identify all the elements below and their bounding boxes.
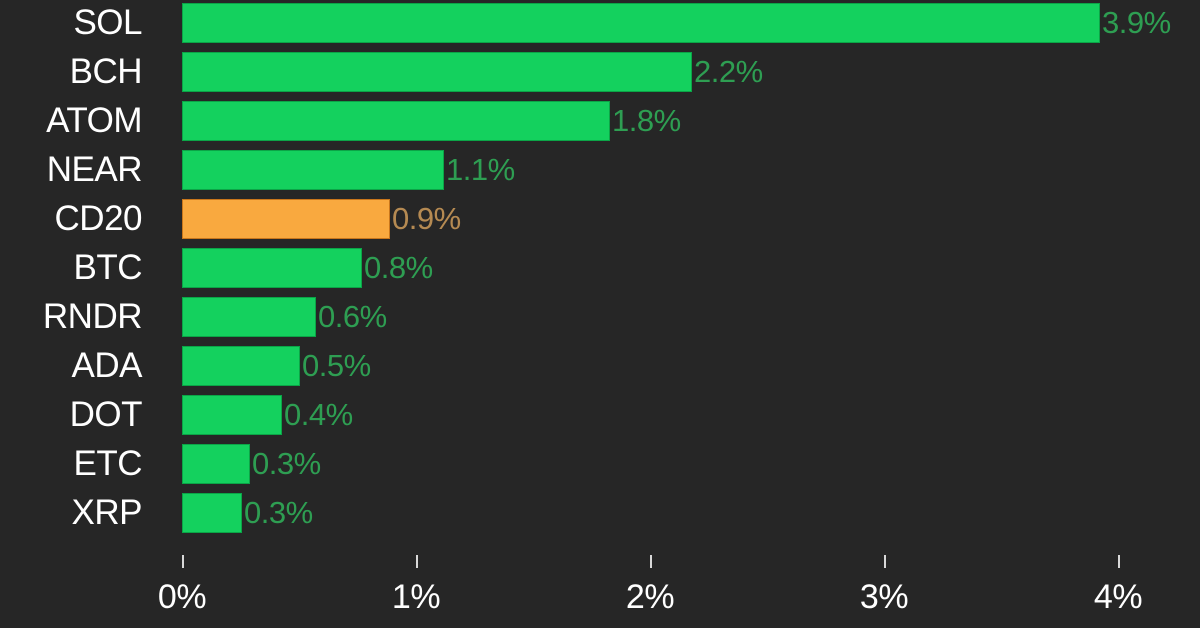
category-label-xrp: XRP bbox=[71, 493, 143, 532]
bar-group-cd20: 0.9% bbox=[182, 199, 461, 239]
category-label-bch: BCH bbox=[69, 52, 143, 91]
x-axis: 0% 1% 2% 3% 4% bbox=[0, 545, 1200, 628]
x-axis-tick-label: 0% bbox=[157, 578, 207, 616]
x-axis-tick-label: 1% bbox=[391, 578, 441, 616]
value-label-rndr: 0.6% bbox=[318, 299, 387, 334]
bar-row: ADA 0.5% bbox=[0, 346, 1200, 386]
x-axis-tick bbox=[884, 555, 886, 568]
category-label-rndr: RNDR bbox=[42, 297, 143, 336]
value-label-dot: 0.4% bbox=[284, 397, 353, 432]
bar-group-ada: 0.5% bbox=[182, 346, 371, 386]
category-label-sol: SOL bbox=[73, 3, 142, 42]
category-label-dot: DOT bbox=[69, 395, 143, 434]
value-label-etc: 0.3% bbox=[252, 446, 321, 481]
value-label-near: 1.1% bbox=[446, 152, 515, 187]
x-axis-tick bbox=[650, 555, 652, 568]
value-label-sol: 3.9% bbox=[1102, 5, 1171, 40]
value-label-cd20: 0.9% bbox=[392, 201, 461, 236]
bar-group-atom: 1.8% bbox=[182, 101, 681, 141]
bar-group-xrp: 0.3% bbox=[182, 493, 313, 533]
bar-atom[interactable] bbox=[182, 101, 610, 141]
bar-group-near: 1.1% bbox=[182, 150, 515, 190]
value-label-bch: 2.2% bbox=[694, 54, 763, 89]
bar-rndr[interactable] bbox=[182, 297, 316, 337]
x-axis-tick bbox=[182, 555, 184, 568]
category-label-atom: ATOM bbox=[46, 101, 142, 140]
bar-bch[interactable] bbox=[182, 52, 692, 92]
x-axis-tick bbox=[1118, 555, 1120, 568]
bar-row: BTC 0.8% bbox=[0, 248, 1200, 288]
x-axis-tick-label: 2% bbox=[625, 578, 675, 616]
category-label-ada: ADA bbox=[71, 346, 143, 385]
bar-xrp[interactable] bbox=[182, 493, 242, 533]
bar-group-rndr: 0.6% bbox=[182, 297, 387, 337]
bar-btc[interactable] bbox=[182, 248, 362, 288]
bar-row: DOT 0.4% bbox=[0, 395, 1200, 435]
category-label-btc: BTC bbox=[73, 248, 143, 287]
bar-group-bch: 2.2% bbox=[182, 52, 763, 92]
bar-row: ATOM 1.8% bbox=[0, 101, 1200, 141]
bar-row: RNDR 0.6% bbox=[0, 297, 1200, 337]
bar-group-sol: 3.9% bbox=[182, 3, 1171, 43]
bar-ada[interactable] bbox=[182, 346, 300, 386]
category-label-near: NEAR bbox=[46, 150, 143, 189]
bar-cd20[interactable] bbox=[182, 199, 390, 239]
value-label-atom: 1.8% bbox=[612, 103, 681, 138]
chart-plot-area: SOL 3.9% BCH 2.2% ATOM 1.8% NEAR 1.1% CD20 0.9% BT… bbox=[0, 3, 1200, 533]
bar-dot[interactable] bbox=[182, 395, 282, 435]
bar-near[interactable] bbox=[182, 150, 444, 190]
bar-etc[interactable] bbox=[182, 444, 250, 484]
bar-row: CD20 0.9% bbox=[0, 199, 1200, 239]
bar-sol[interactable] bbox=[182, 3, 1100, 43]
value-label-ada: 0.5% bbox=[302, 348, 371, 383]
x-axis-tick-label: 4% bbox=[1093, 578, 1143, 616]
bar-row: BCH 2.2% bbox=[0, 52, 1200, 92]
bar-row: XRP 0.3% bbox=[0, 493, 1200, 533]
category-label-etc: ETC bbox=[73, 444, 143, 483]
bar-group-dot: 0.4% bbox=[182, 395, 353, 435]
value-label-xrp: 0.3% bbox=[244, 495, 313, 530]
x-axis-tick-label: 3% bbox=[859, 578, 909, 616]
bar-row: ETC 0.3% bbox=[0, 444, 1200, 484]
bar-row: SOL 3.9% bbox=[0, 3, 1200, 43]
value-label-btc: 0.8% bbox=[364, 250, 433, 285]
bar-group-etc: 0.3% bbox=[182, 444, 321, 484]
x-axis-tick bbox=[416, 555, 418, 568]
category-label-cd20: CD20 bbox=[54, 199, 143, 238]
bar-row: NEAR 1.1% bbox=[0, 150, 1200, 190]
bar-group-btc: 0.8% bbox=[182, 248, 433, 288]
